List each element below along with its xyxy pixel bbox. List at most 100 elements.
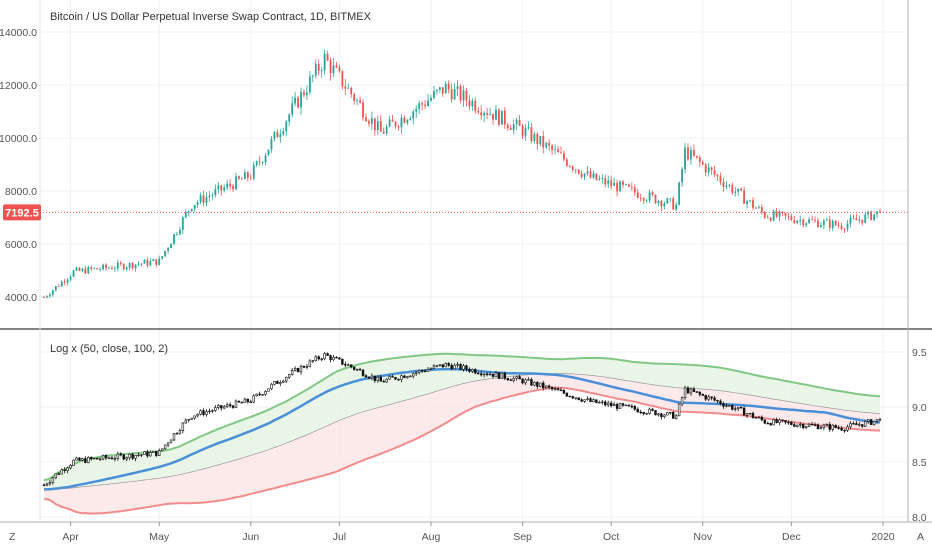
price-candle — [232, 184, 234, 192]
indicator-candle — [869, 419, 873, 425]
price-candle — [604, 174, 607, 188]
indicator-candle — [220, 405, 223, 411]
indicator-candle — [612, 401, 616, 407]
indicator-candle — [412, 372, 415, 379]
price-candle — [811, 215, 813, 221]
price-candle — [438, 86, 441, 93]
price-candle — [362, 99, 364, 121]
price-candle — [341, 70, 344, 90]
indicator-candle — [716, 399, 719, 404]
price-candle — [530, 122, 533, 144]
indicator-candle — [426, 367, 430, 372]
price-candle — [654, 194, 657, 205]
price-candle — [722, 177, 725, 192]
indicator-tick-label: 8.5 — [912, 457, 927, 469]
price-candle — [669, 197, 672, 203]
price-candle — [796, 219, 799, 225]
indicator-candle — [429, 367, 433, 370]
price-candle — [350, 86, 353, 98]
indicator-candle — [542, 380, 545, 391]
indicator-candle — [169, 439, 173, 444]
price-candle — [335, 61, 338, 69]
indicator-candle — [615, 402, 619, 412]
indicator-candle — [642, 411, 645, 416]
indicator-candle — [627, 404, 631, 407]
indicator-candle — [323, 352, 326, 361]
indicator-candle — [81, 457, 84, 462]
price-candle — [184, 209, 187, 219]
indicator-candle — [849, 421, 852, 430]
price-badge-background — [3, 204, 41, 221]
price-candle — [855, 213, 858, 221]
price-candle — [533, 131, 536, 144]
time-tick-label: Apr — [62, 531, 79, 543]
time-axis[interactable]: Apr May Jun Jul Aug Sep Oct Nov Dec 2020 — [62, 522, 895, 543]
price-candle — [217, 182, 220, 194]
indicator-candle — [710, 396, 713, 401]
indicator-candle — [205, 409, 208, 417]
price-axis[interactable]: 14000.0 12000.0 10000.0 8000.0 6000.0 4000.0 — [0, 27, 37, 304]
time-tick-label: Jul — [333, 531, 346, 543]
indicator-title: Log x (50, close, 100, 2) — [50, 343, 168, 355]
log-scale-toggle[interactable]: Z — [9, 531, 16, 543]
indicator-candle — [131, 453, 134, 460]
price-candle — [382, 127, 385, 134]
price-candle — [137, 261, 140, 267]
indicator-candle — [341, 358, 344, 366]
price-candle — [755, 206, 757, 209]
indicator-candle — [757, 415, 761, 419]
chart-title: Bitcoin / US Dollar Perpetual Inverse Sw… — [50, 11, 372, 23]
auto-scale-toggle[interactable]: A — [917, 531, 924, 543]
indicator-candle — [441, 364, 445, 369]
indicator-candle — [72, 459, 75, 466]
price-candle — [326, 50, 329, 62]
indicator-candle — [181, 422, 185, 434]
indicator-candle — [745, 412, 749, 418]
price-candle — [601, 174, 604, 184]
indicator-candle — [539, 382, 542, 388]
indicator-candle — [790, 420, 793, 426]
indicator-candle — [674, 414, 678, 420]
indicator-candle — [190, 417, 193, 420]
indicator-axis[interactable]: 9.5 9.0 8.5 8.0 — [912, 347, 927, 524]
indicator-candle — [471, 368, 474, 374]
price-candle — [66, 278, 69, 286]
price-candle — [725, 180, 728, 190]
indicator-candle — [686, 385, 690, 394]
indicator-candle — [760, 415, 764, 422]
price-candle — [214, 184, 217, 198]
price-candle — [111, 265, 113, 270]
price-candles[interactable] — [43, 49, 881, 299]
indicator-candle — [663, 413, 666, 419]
price-candle — [483, 111, 486, 123]
price-candle — [314, 59, 317, 79]
indicator-candle — [624, 404, 628, 407]
price-candle — [752, 197, 754, 211]
indicator-candle — [444, 362, 447, 368]
indicator-candle — [370, 373, 374, 381]
indicator-candle — [178, 428, 182, 435]
price-candle — [161, 255, 164, 260]
indicator-candle — [273, 381, 276, 386]
price-candle — [397, 124, 400, 131]
price-candle — [772, 209, 775, 222]
indicator-candle — [104, 454, 108, 461]
price-candle — [424, 100, 426, 110]
indicator-candle — [816, 423, 820, 430]
price-candle — [450, 83, 453, 103]
indicator-candle — [645, 412, 648, 415]
price-candle — [831, 219, 834, 232]
middle-band-line — [43, 373, 881, 490]
indicator-candle — [60, 468, 63, 475]
price-candle — [660, 199, 663, 212]
indicator-candle — [51, 477, 55, 485]
price-tick-label: 8000.0 — [5, 186, 37, 198]
indicator-candle — [683, 385, 687, 400]
indicator-candle — [607, 400, 610, 407]
indicator-candle — [462, 363, 465, 372]
price-candle — [134, 264, 137, 272]
price-candle — [636, 188, 639, 199]
indicator-candle — [846, 424, 849, 432]
indicator-candle — [107, 456, 111, 460]
indicator-candle — [98, 457, 102, 461]
